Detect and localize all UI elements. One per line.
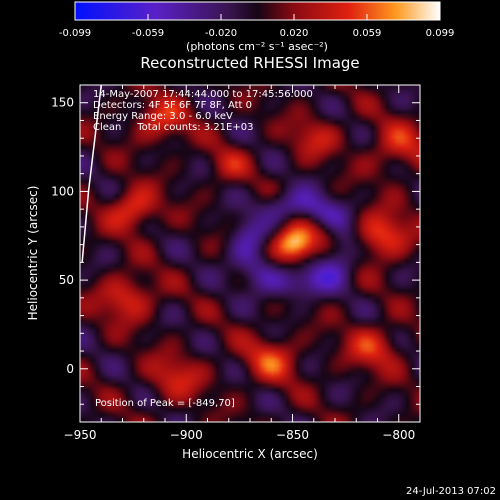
colorbar-tick-label: 0.059 (353, 28, 382, 39)
colorbar-tick-label: 0.099 (426, 28, 455, 39)
colorbar-tick-label: 0.020 (280, 28, 309, 39)
heatmap (80, 85, 420, 422)
colorbar (74, 1, 441, 21)
annotation-peak-position: Position of Peak = [-849,70] (95, 398, 235, 409)
y-axis-label: Heliocentric Y (arcsec) (26, 186, 40, 321)
annotation-energy-range: Energy Range: 3.0 - 6.0 keV (93, 111, 233, 122)
annotation-time-range: 14-May-2007 17:44:44.000 to 17:45:56.000 (93, 89, 313, 100)
x-tick-label: −950 (64, 428, 97, 442)
x-tick-label: −800 (382, 428, 415, 442)
colorbar-tick-label: -0.020 (205, 28, 237, 39)
x-axis-label: Heliocentric X (arcsec) (182, 447, 318, 461)
annotation-detectors: Detectors: 4F 5F 6F 7F 8F, Att 0 (93, 100, 252, 111)
y-tick-label: 150 (51, 96, 74, 110)
colorbar-tick-label: -0.059 (132, 28, 164, 39)
x-tick-label: −900 (170, 428, 203, 442)
colorbar-ticks: -0.099 -0.059 -0.020 0.020 0.059 0.099 (59, 14, 454, 39)
y-tick-label: 50 (59, 273, 74, 287)
axis-ticks: −950 −900 −850 −800 0 50 100 150 (51, 84, 421, 442)
y-tick-label: 0 (66, 362, 74, 376)
date-stamp: 24-Jul-2013 07:02 (406, 486, 496, 497)
solar-limb-line (81, 85, 102, 263)
x-tick-label: −850 (276, 428, 309, 442)
y-tick-label: 100 (51, 184, 74, 198)
colorbar-unit-label: (photons cm⁻² s⁻¹ asec⁻²) (186, 40, 328, 53)
heatmap-image (80, 85, 420, 422)
colorbar-tick-label: -0.099 (59, 28, 91, 39)
chart-title: Reconstructed RHESSI Image (140, 54, 359, 72)
annotation-clean-counts: Clean Total counts: 3.21E+03 (93, 122, 253, 133)
